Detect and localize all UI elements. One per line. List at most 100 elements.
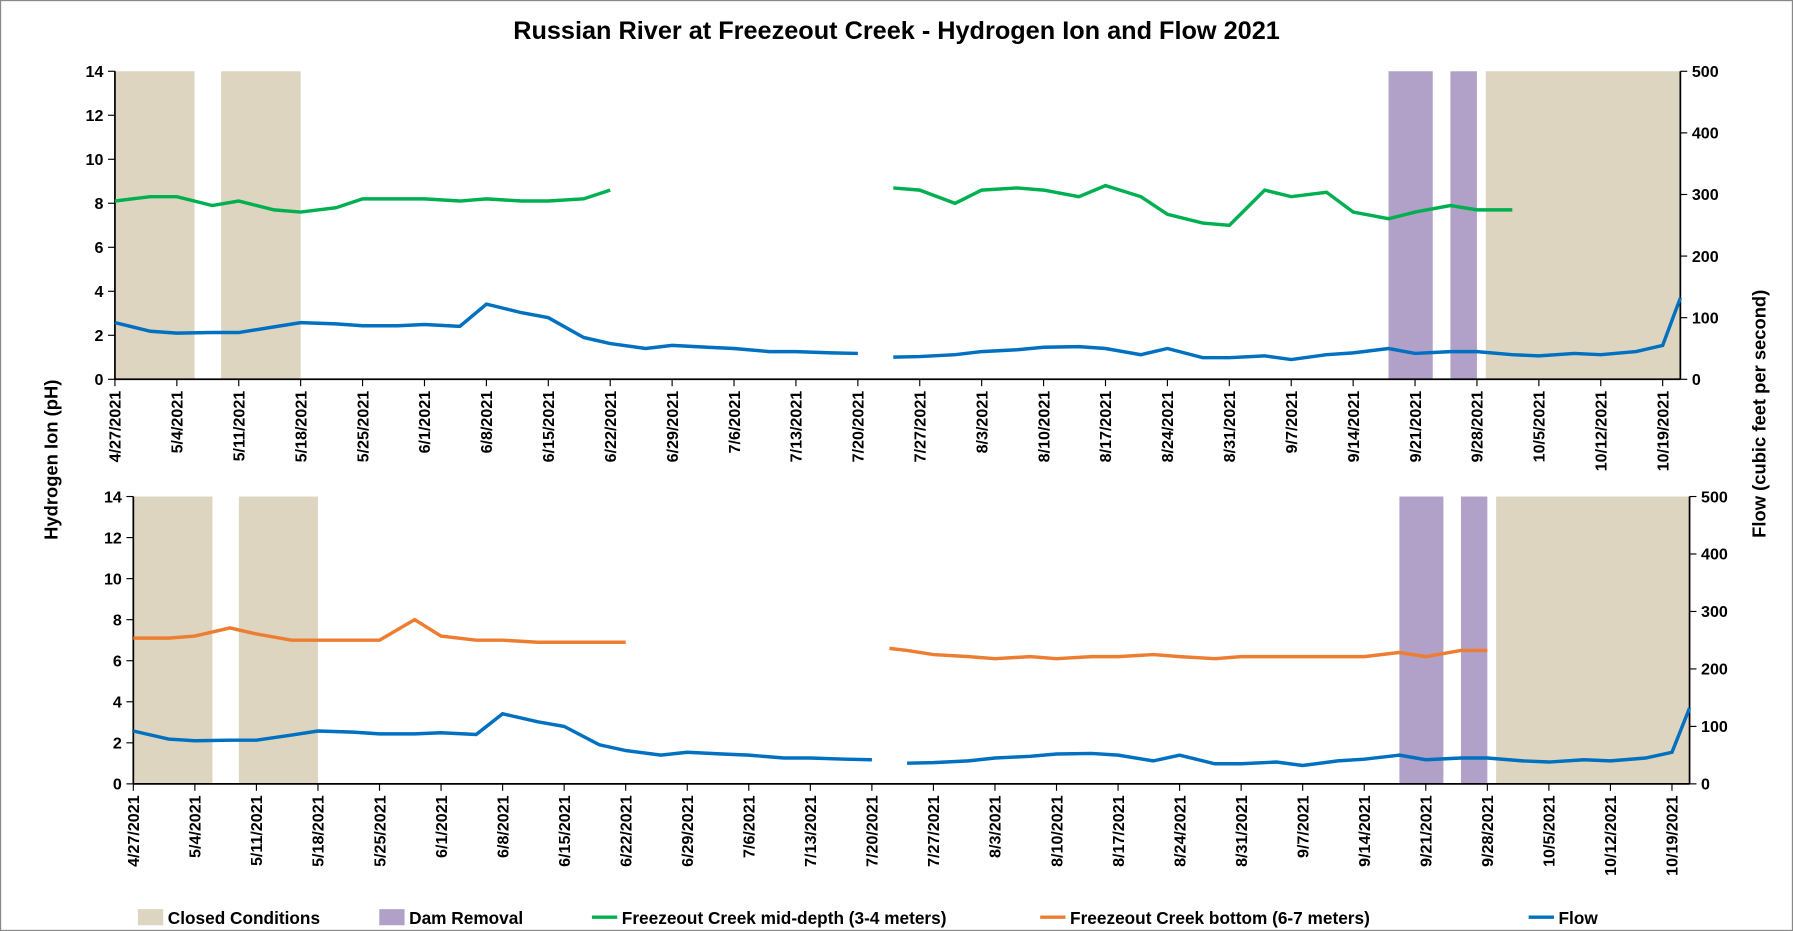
y-axis-label: Hydrogen Ion (pH) — [40, 380, 61, 540]
x-tick-label: 5/18/2021 — [310, 795, 328, 867]
y-tick-label: 14 — [104, 488, 122, 506]
shaded-band — [1450, 71, 1477, 380]
y-tick-label: 2 — [94, 327, 103, 345]
y2-tick-label: 500 — [1701, 488, 1728, 506]
x-tick-label: 7/6/2021 — [741, 795, 759, 858]
y-tick-label: 8 — [94, 195, 103, 213]
legend-swatch — [137, 909, 164, 926]
x-tick-label: 5/25/2021 — [371, 795, 389, 867]
x-tick-label: 7/13/2021 — [788, 391, 806, 463]
x-tick-label: 10/5/2021 — [1531, 391, 1549, 463]
x-tick-label: 5/25/2021 — [354, 391, 372, 463]
x-tick-label: 5/18/2021 — [292, 391, 310, 463]
legend-label: Freezeout Creek bottom (6-7 meters) — [1070, 908, 1370, 928]
x-tick-label: 6/15/2021 — [540, 391, 558, 463]
shaded-band — [114, 71, 195, 380]
x-tick-label: 9/21/2021 — [1407, 391, 1425, 463]
y-tick-label: 6 — [113, 652, 122, 670]
y-tick-label: 4 — [113, 694, 122, 712]
y-tick-label: 0 — [94, 371, 103, 389]
y2-tick-label: 100 — [1701, 718, 1728, 736]
series-line — [114, 297, 1682, 362]
y-tick-label: 4 — [94, 283, 103, 301]
x-tick-label: 6/29/2021 — [679, 795, 697, 867]
shaded-band — [1460, 496, 1488, 784]
x-tick-label: 9/28/2021 — [1479, 795, 1497, 867]
x-tick-label: 5/11/2021 — [248, 795, 266, 866]
y-tick-label: 12 — [86, 107, 104, 125]
x-tick-label: 8/10/2021 — [1035, 391, 1053, 463]
x-tick-label: 7/6/2021 — [726, 391, 744, 454]
series-line — [133, 617, 1488, 661]
x-tick-label: 8/17/2021 — [1097, 391, 1115, 463]
legend-label: Flow — [1559, 908, 1599, 928]
legend-swatch — [379, 909, 405, 926]
y2-tick-label: 100 — [1692, 309, 1719, 327]
y2-tick-label: 300 — [1692, 186, 1719, 204]
y-tick-label: 0 — [113, 776, 122, 794]
shaded-band — [1388, 71, 1433, 380]
x-tick-label: 9/28/2021 — [1469, 391, 1487, 463]
x-tick-label: 4/27/2021 — [107, 391, 125, 463]
y2-tick-label: 400 — [1701, 546, 1728, 564]
y-tick-label: 10 — [104, 570, 122, 588]
y2-tick-label: 300 — [1701, 603, 1728, 621]
x-tick-label: 8/3/2021 — [987, 795, 1005, 858]
y2-tick-label: 200 — [1701, 661, 1728, 679]
shaded-band — [1399, 496, 1444, 784]
x-tick-label: 7/27/2021 — [912, 391, 930, 463]
x-tick-label: 6/15/2021 — [556, 795, 574, 867]
x-tick-label: 5/4/2021 — [187, 795, 205, 858]
shaded-band — [1485, 71, 1681, 380]
y2-tick-label: 400 — [1692, 125, 1719, 143]
y2-tick-label: 200 — [1692, 248, 1719, 266]
x-tick-label: 9/21/2021 — [1418, 795, 1436, 867]
x-tick-label: 6/29/2021 — [664, 391, 682, 463]
x-tick-label: 7/20/2021 — [864, 795, 882, 867]
y-tick-label: 14 — [86, 63, 104, 81]
y2-axis-label: Flow (cubic feet per second) — [1748, 290, 1769, 538]
x-tick-label: 8/31/2021 — [1233, 795, 1251, 867]
y-tick-label: 8 — [113, 611, 122, 629]
chart-title: Russian River at Freezeout Creek - Hydro… — [513, 17, 1280, 45]
x-tick-label: 10/19/2021 — [1654, 391, 1672, 472]
x-tick-label: 10/5/2021 — [1541, 795, 1559, 867]
y-tick-label: 10 — [86, 151, 104, 169]
legend-label: Dam Removal — [409, 908, 523, 928]
x-tick-label: 10/12/2021 — [1602, 795, 1620, 876]
x-tick-label: 8/24/2021 — [1159, 391, 1177, 463]
y2-tick-label: 500 — [1692, 63, 1719, 81]
x-tick-label: 10/12/2021 — [1593, 391, 1611, 472]
y2-tick-label: 0 — [1692, 371, 1701, 389]
x-tick-label: 7/13/2021 — [802, 795, 820, 867]
x-tick-label: 7/27/2021 — [925, 795, 943, 867]
x-tick-label: 6/1/2021 — [416, 391, 434, 454]
x-tick-label: 7/20/2021 — [850, 391, 868, 463]
x-tick-label: 6/1/2021 — [433, 795, 451, 858]
y-tick-label: 2 — [113, 735, 122, 753]
x-tick-label: 9/14/2021 — [1356, 795, 1374, 867]
x-tick-label: 9/7/2021 — [1283, 391, 1301, 454]
x-tick-label: 6/22/2021 — [602, 391, 620, 463]
series-line — [132, 707, 1692, 768]
x-tick-label: 6/8/2021 — [494, 795, 512, 858]
x-tick-label: 5/4/2021 — [169, 391, 187, 454]
x-tick-label: 4/27/2021 — [125, 795, 143, 867]
x-tick-label: 10/19/2021 — [1664, 795, 1682, 876]
x-tick-label: 8/3/2021 — [973, 391, 991, 454]
x-tick-label: 9/14/2021 — [1345, 391, 1363, 463]
x-tick-label: 5/11/2021 — [231, 391, 249, 462]
y-tick-label: 6 — [94, 239, 103, 257]
x-tick-label: 8/24/2021 — [1171, 795, 1189, 867]
x-tick-label: 8/10/2021 — [1048, 795, 1066, 867]
x-tick-label: 9/7/2021 — [1294, 795, 1312, 858]
series-line — [114, 183, 1513, 228]
legend-label: Closed Conditions — [168, 908, 320, 928]
shaded-band — [1496, 496, 1690, 784]
y2-tick-label: 0 — [1701, 776, 1710, 794]
x-tick-label: 6/22/2021 — [617, 795, 635, 867]
shaded-band — [133, 496, 213, 784]
legend-label: Freezeout Creek mid-depth (3-4 meters) — [622, 908, 947, 928]
x-tick-label: 8/31/2021 — [1221, 391, 1239, 463]
